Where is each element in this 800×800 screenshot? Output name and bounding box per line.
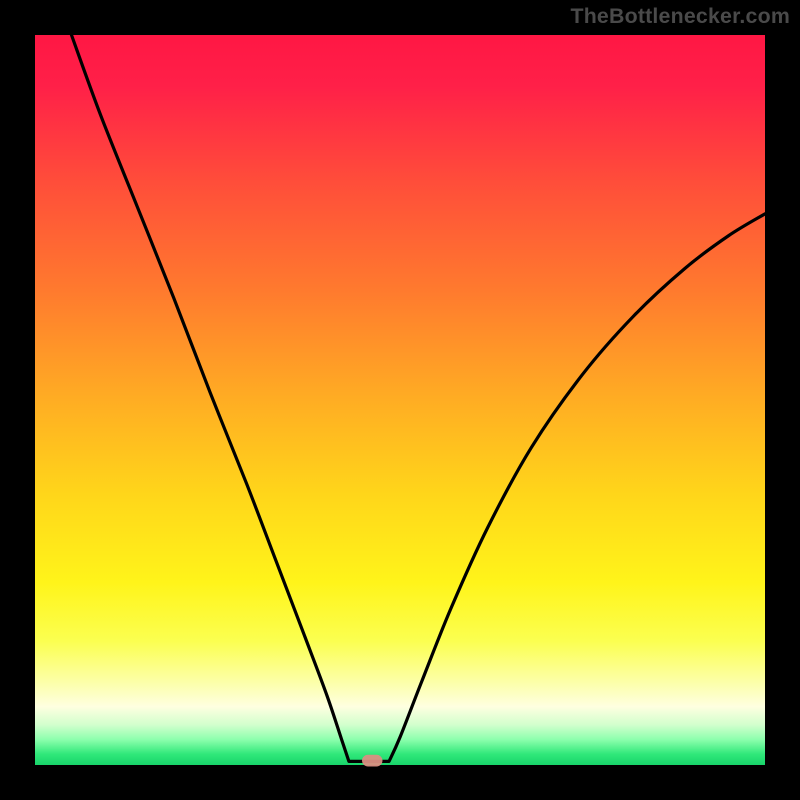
watermark-text: TheBottlenecker.com (570, 4, 790, 29)
chart-container: TheBottlenecker.com (0, 0, 800, 800)
plot-background (35, 35, 765, 765)
bottleneck-chart (0, 0, 800, 800)
minimum-marker (362, 755, 382, 767)
